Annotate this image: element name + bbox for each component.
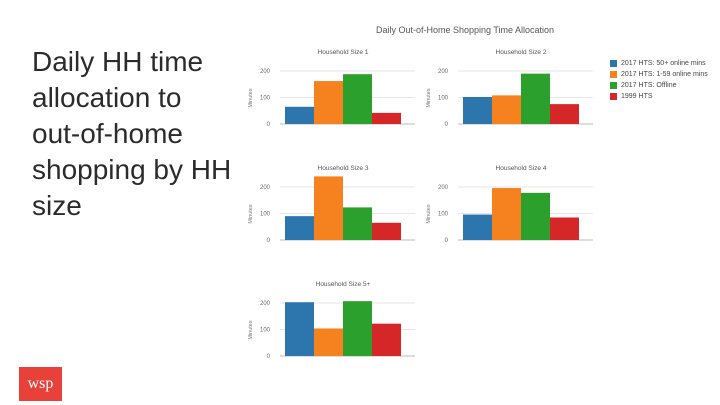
y-tick-label: 0 [267, 354, 271, 360]
panel-title: Household Size 4 [496, 165, 547, 172]
y-tick-label: 200 [438, 185, 449, 191]
y-tick-label: 100 [260, 212, 271, 218]
legend-item: 2017 HTS: Offline [610, 80, 708, 91]
y-tick-label: 100 [438, 212, 449, 218]
bar [492, 95, 521, 124]
bar [463, 96, 492, 124]
y-tick-label: 100 [260, 96, 271, 102]
panel-title: Household Size 2 [496, 49, 547, 56]
y-tick-label: 0 [267, 122, 271, 128]
bar [343, 207, 372, 240]
bar [372, 112, 401, 124]
y-tick-label: 200 [260, 69, 271, 75]
legend-label: 1999 HTS [621, 93, 653, 100]
bar [372, 323, 401, 356]
bar [521, 73, 550, 124]
bar [550, 217, 579, 240]
panel-title: Household Size 1 [318, 49, 369, 56]
legend-swatch [610, 71, 617, 78]
bar [314, 328, 343, 356]
bar [463, 214, 492, 240]
bar [343, 301, 372, 356]
bar [550, 104, 579, 124]
bar [372, 222, 401, 240]
legend-item: 1999 HTS [610, 91, 708, 102]
legend-swatch [610, 60, 617, 67]
legend-item: 2017 HTS: 50+ online mins [610, 58, 708, 69]
bar [314, 81, 343, 124]
y-tick-label: 200 [438, 69, 449, 75]
slide-title: Daily HH time allocation to out-of-home … [32, 46, 232, 221]
y-axis-label: Minutes [248, 320, 254, 340]
bar [521, 192, 550, 240]
legend-label: 2017 HTS: 1-59 online mins [621, 71, 708, 78]
legend-item: 2017 HTS: 1-59 online mins [610, 69, 708, 80]
legend-swatch [610, 82, 617, 89]
bar [285, 216, 314, 240]
legend-swatch [610, 93, 617, 100]
y-axis-label: Minutes [248, 88, 254, 108]
bar [285, 302, 314, 356]
y-tick-label: 200 [260, 185, 271, 191]
y-axis-label: Minutes [426, 204, 432, 224]
y-tick-label: 0 [445, 122, 449, 128]
wsp-logo: wsp [19, 367, 62, 401]
bar [285, 106, 314, 124]
panel-title: Household Size 5+ [316, 281, 371, 288]
y-axis-label: Minutes [248, 204, 254, 224]
bar [492, 188, 521, 240]
y-tick-label: 0 [267, 238, 271, 244]
legend-label: 2017 HTS: Offline [621, 82, 677, 89]
bar [314, 176, 343, 240]
legend: 2017 HTS: 50+ online mins 2017 HTS: 1-59… [610, 58, 708, 102]
panel-title: Household Size 3 [318, 165, 369, 172]
bar [343, 74, 372, 124]
y-tick-label: 100 [260, 328, 271, 334]
legend-label: 2017 HTS: 50+ online mins [621, 60, 706, 67]
figure-title: Daily Out-of-Home Shopping Time Allocati… [375, 25, 555, 35]
y-tick-label: 0 [445, 238, 449, 244]
y-tick-label: 200 [260, 301, 271, 307]
y-tick-label: 100 [438, 96, 449, 102]
y-axis-label: Minutes [426, 88, 432, 108]
